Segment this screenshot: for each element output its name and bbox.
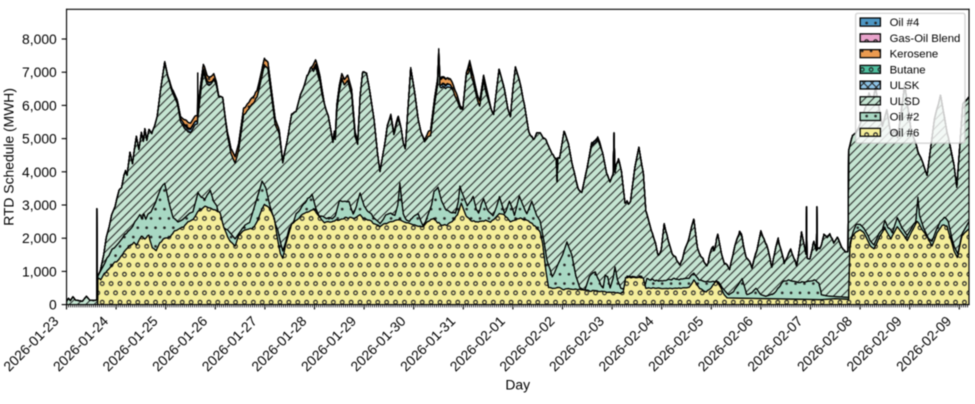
svg-text:Kerosene: Kerosene: [890, 49, 939, 61]
svg-text:Day: Day: [505, 376, 530, 392]
svg-text:5,000: 5,000: [22, 131, 57, 147]
svg-text:2,000: 2,000: [22, 230, 57, 246]
svg-text:0: 0: [49, 297, 57, 313]
svg-text:8,000: 8,000: [22, 31, 57, 47]
svg-text:ULSK: ULSK: [890, 80, 920, 92]
svg-text:Oil #6: Oil #6: [890, 127, 920, 139]
svg-text:Oil #2: Oil #2: [890, 112, 920, 124]
svg-text:RTD Schedule (MWH): RTD Schedule (MWH): [1, 88, 17, 226]
svg-text:Gas-Oil Blend: Gas-Oil Blend: [890, 33, 961, 45]
svg-text:1,000: 1,000: [22, 263, 57, 279]
svg-text:Butane: Butane: [890, 64, 926, 76]
svg-text:Oil #4: Oil #4: [890, 17, 920, 29]
svg-text:7,000: 7,000: [22, 64, 57, 80]
svg-text:3,000: 3,000: [22, 197, 57, 213]
svg-text:4,000: 4,000: [22, 164, 57, 180]
svg-text:ULSD: ULSD: [890, 96, 920, 108]
svg-text:6,000: 6,000: [22, 97, 57, 113]
